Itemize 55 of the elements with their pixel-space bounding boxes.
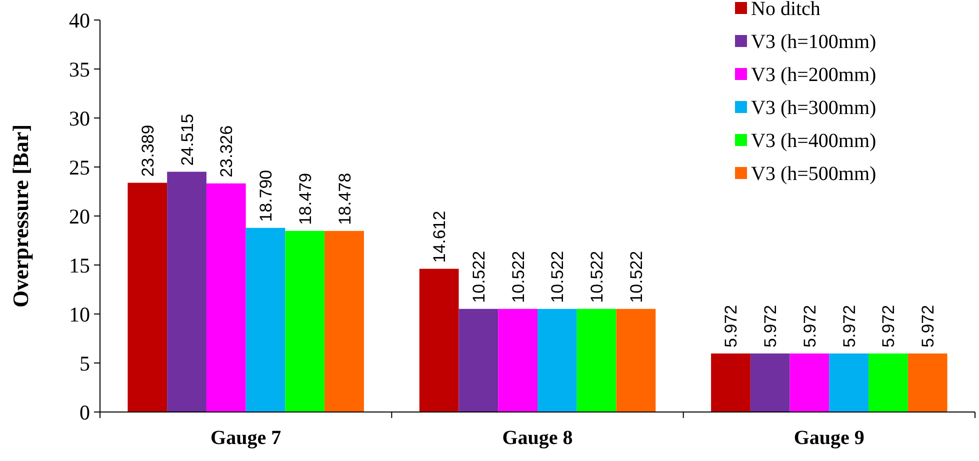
data-label: 10.522 — [588, 250, 607, 303]
bar — [246, 228, 286, 412]
bar — [285, 230, 325, 412]
y-tick-label: 15 — [69, 253, 90, 278]
data-label: 23.389 — [138, 124, 158, 177]
legend-label: V3 (h=300mm) — [751, 97, 876, 119]
bar — [829, 353, 869, 412]
y-tick-label: 40 — [69, 8, 90, 32]
bar — [790, 353, 830, 412]
y-tick-label: 20 — [69, 204, 90, 228]
data-label: 23.326 — [217, 125, 236, 178]
legend-label: V3 (h=100mm) — [751, 31, 876, 53]
bar — [167, 172, 206, 412]
data-label: 5.972 — [800, 304, 820, 348]
bar — [908, 353, 948, 412]
data-label: 10.522 — [469, 250, 488, 303]
legend-label: V3 (h=500mm) — [751, 163, 876, 185]
legend-label: V3 (h=400mm) — [751, 130, 876, 152]
bar — [498, 308, 538, 412]
data-label: 18.479 — [296, 172, 315, 225]
bar — [616, 308, 656, 412]
bar — [419, 268, 459, 412]
bar — [576, 308, 616, 412]
data-label: 24.515 — [178, 114, 197, 166]
data-label: 5.972 — [761, 304, 780, 348]
bar — [868, 353, 908, 412]
data-label: 18.790 — [256, 170, 276, 222]
data-label: 5.972 — [879, 304, 898, 348]
bar — [458, 308, 498, 412]
bar — [750, 353, 790, 412]
y-tick-label: 35 — [69, 57, 90, 82]
data-label: 5.972 — [840, 304, 859, 348]
bar — [128, 182, 168, 412]
data-label: 10.522 — [626, 250, 646, 303]
legend-label: V3 (h=200mm) — [751, 64, 876, 86]
bar — [711, 353, 750, 412]
data-label: 5.972 — [918, 304, 938, 348]
data-label: 14.612 — [430, 210, 450, 263]
data-label: 10.522 — [508, 250, 528, 303]
bar — [538, 308, 577, 412]
y-axis-title: Overpressure [Bar] — [8, 124, 33, 308]
y-tick-label: 25 — [69, 155, 90, 180]
x-tick-label: Gauge 9 — [794, 427, 864, 449]
x-tick-label: Gauge 7 — [210, 427, 282, 449]
legend-label: No ditch — [751, 0, 820, 20]
data-label: 5.972 — [722, 304, 741, 348]
data-label: 10.522 — [548, 250, 568, 303]
data-label: 18.478 — [335, 172, 354, 225]
y-tick-label: 5 — [80, 351, 90, 376]
y-tick-label: 30 — [69, 106, 90, 130]
y-tick-label: 0 — [80, 400, 90, 424]
bar — [324, 230, 364, 412]
x-tick-label: Gauge 8 — [502, 427, 573, 449]
bar — [206, 183, 246, 412]
y-tick-label: 10 — [69, 302, 90, 326]
